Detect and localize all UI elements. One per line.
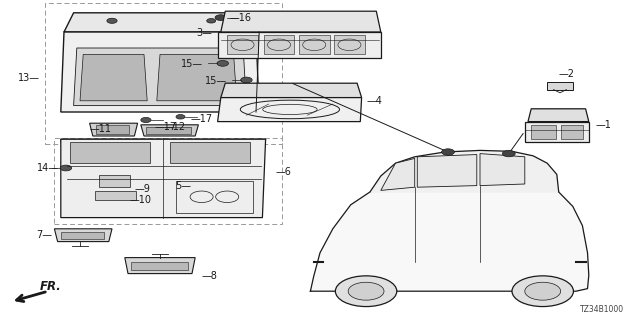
- Circle shape: [525, 282, 561, 300]
- Text: FR.: FR.: [40, 280, 61, 293]
- Text: —2: —2: [558, 69, 574, 79]
- Polygon shape: [61, 139, 266, 160]
- Bar: [146, 127, 191, 134]
- Text: —1: —1: [595, 120, 611, 131]
- Text: —6: —6: [275, 167, 291, 177]
- Polygon shape: [480, 154, 525, 186]
- Polygon shape: [54, 229, 112, 242]
- Circle shape: [512, 276, 573, 307]
- Polygon shape: [61, 139, 266, 218]
- Polygon shape: [218, 98, 362, 122]
- Text: 15—: 15—: [181, 59, 204, 69]
- Polygon shape: [64, 13, 256, 32]
- Circle shape: [207, 19, 216, 23]
- Text: —9: —9: [134, 184, 150, 194]
- Text: —16: —16: [229, 12, 251, 23]
- Text: —11: —11: [90, 124, 111, 134]
- Text: 3—: 3—: [196, 28, 212, 38]
- Polygon shape: [417, 155, 477, 187]
- Circle shape: [60, 165, 72, 171]
- Polygon shape: [74, 48, 246, 106]
- Bar: [299, 35, 330, 54]
- Bar: [170, 142, 250, 163]
- Bar: [95, 191, 136, 200]
- Bar: [61, 232, 104, 239]
- Text: 15—: 15—: [205, 76, 227, 86]
- Text: TZ34B1000: TZ34B1000: [580, 305, 624, 314]
- Circle shape: [442, 149, 454, 155]
- Bar: [54, 138, 282, 224]
- Bar: [96, 125, 129, 134]
- Circle shape: [348, 282, 384, 300]
- Polygon shape: [61, 32, 259, 112]
- Bar: [70, 142, 150, 163]
- Polygon shape: [370, 150, 559, 192]
- Text: 7—: 7—: [36, 230, 52, 240]
- Polygon shape: [90, 123, 138, 136]
- Circle shape: [141, 117, 151, 123]
- Bar: [531, 125, 556, 139]
- Polygon shape: [525, 122, 589, 142]
- Text: —8: —8: [202, 271, 218, 282]
- Polygon shape: [125, 258, 195, 274]
- Circle shape: [241, 77, 252, 83]
- Text: 13—: 13—: [18, 73, 40, 84]
- Text: —12: —12: [163, 122, 186, 132]
- Bar: [99, 175, 130, 187]
- Circle shape: [215, 15, 227, 20]
- Text: 5—: 5—: [175, 180, 191, 191]
- Polygon shape: [381, 158, 415, 190]
- Bar: [176, 181, 253, 213]
- Polygon shape: [528, 109, 589, 122]
- Circle shape: [335, 276, 397, 307]
- Polygon shape: [221, 83, 362, 98]
- Circle shape: [176, 115, 185, 119]
- Bar: [561, 125, 583, 139]
- Text: —17: —17: [155, 122, 177, 132]
- Polygon shape: [221, 11, 381, 32]
- Polygon shape: [547, 82, 573, 90]
- Circle shape: [502, 150, 515, 157]
- Circle shape: [107, 18, 117, 23]
- Polygon shape: [310, 170, 589, 291]
- Text: 14—: 14—: [37, 163, 59, 173]
- Bar: [264, 35, 294, 54]
- Text: —17: —17: [190, 114, 212, 124]
- Circle shape: [217, 60, 228, 66]
- Polygon shape: [157, 54, 237, 101]
- Text: —4: —4: [366, 96, 382, 106]
- Bar: [45, 3, 282, 144]
- Bar: [131, 262, 188, 270]
- Polygon shape: [80, 54, 147, 101]
- Text: —10: —10: [129, 195, 151, 205]
- Bar: [334, 35, 365, 54]
- Bar: [227, 35, 258, 54]
- Polygon shape: [218, 32, 381, 58]
- Polygon shape: [141, 125, 198, 136]
